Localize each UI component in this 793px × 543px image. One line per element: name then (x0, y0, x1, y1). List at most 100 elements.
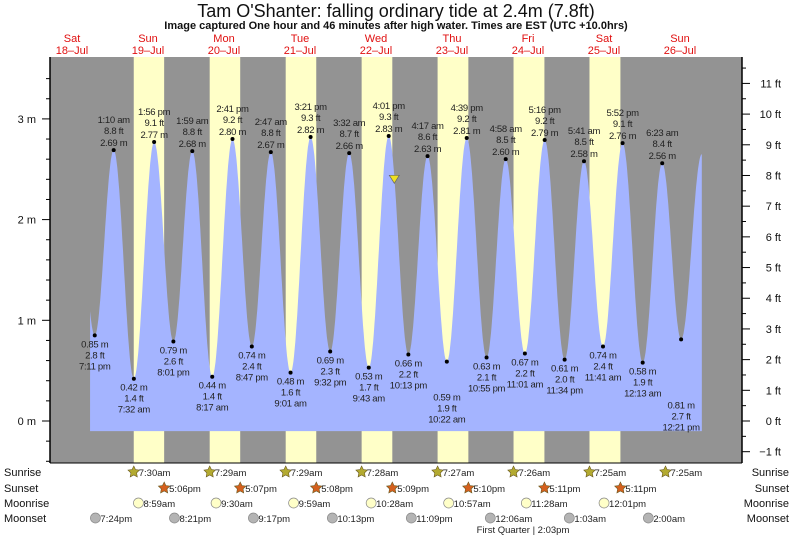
row-label-sunrise: Sunrise (4, 467, 41, 479)
low-tide-time: 11:01 am (507, 380, 544, 391)
sunrise-time: 7:28am (367, 468, 399, 479)
low-tide-time: 12:13 am (624, 389, 662, 400)
low-tide-time: 10:55 pm (468, 384, 506, 395)
high-tide-point (308, 135, 313, 140)
row-label-sunset-right: Sunset (755, 483, 789, 495)
left-tick-label: 1 m (18, 315, 36, 327)
low-tide-m: 0.53 m (355, 372, 383, 383)
low-tide-label: 0.53 m1.7 ft9:43 am (353, 372, 386, 405)
low-tide-ft: 2.8 ft (85, 350, 105, 361)
sunset-time: 5:08pm (321, 484, 353, 495)
low-tide-ft: 2.2 ft (515, 369, 535, 380)
high-tide-time: 5:52 pm (606, 108, 639, 119)
high-tide-time: 1:59 am (176, 116, 209, 127)
moonset-time: 9:17pm (258, 514, 290, 525)
sunrise-time: 7:29am (215, 468, 247, 479)
moonrise-time: 9:59am (299, 499, 331, 510)
low-tide-label: 0.69 m2.3 ft9:32 pm (314, 356, 347, 389)
low-tide-time: 9:32 pm (314, 378, 347, 389)
high-tide-point (503, 157, 508, 162)
low-tide-point (679, 337, 684, 342)
sunrise-icon (355, 465, 369, 478)
sunset-time: 5:09pm (397, 484, 429, 495)
right-tick-label: 7 ft (766, 201, 781, 213)
high-tide-m: 2.76 m (609, 131, 637, 142)
day-label-date: 26–Jul (664, 45, 696, 57)
right-tick-label: 11 ft (760, 78, 781, 90)
low-tide-ft: 2.3 ft (321, 367, 341, 378)
low-tide-m: 0.81 m (667, 401, 695, 412)
moonset-icon (405, 512, 417, 524)
low-tide-time: 8:01 pm (157, 367, 190, 378)
high-tide-time: 5:41 am (568, 126, 601, 137)
high-tide-label: 2:47 am8.8 ft2.67 m (255, 117, 288, 151)
chart-subtitle: Image captured One hour and 46 minutes a… (164, 20, 628, 32)
day-label-date: 20–Jul (208, 45, 240, 57)
high-tide-ft: 9.2 ft (535, 116, 555, 127)
sunrise-time: 7:25am (594, 468, 626, 479)
high-tide-point (347, 151, 352, 156)
low-tide-time: 8:47 pm (236, 372, 269, 383)
high-tide-point (111, 148, 116, 153)
moonrise-icon (288, 497, 299, 509)
low-tide-time: 9:01 am (274, 399, 307, 410)
high-tide-label: 5:41 am8.5 ft2.58 m (568, 126, 601, 160)
low-tide-ft: 1.9 ft (633, 378, 653, 389)
moonset-time: 8:21pm (179, 514, 211, 525)
high-tide-label: 1:59 am8.8 ft2.68 m (176, 116, 209, 150)
low-tide-point (640, 360, 645, 365)
high-tide-label: 3:32 am8.7 ft2.66 m (333, 118, 366, 152)
current-level-marker (388, 174, 400, 184)
right-tick-label: 1 ft (766, 385, 781, 397)
row-label-sunrise-right: Sunrise (752, 467, 789, 479)
low-tide-ft: 1.6 ft (281, 388, 301, 399)
high-tide-label: 4:01 pm9.3 ft2.83 m (373, 101, 406, 135)
row-label-sunset: Sunset (4, 483, 38, 495)
low-tide-point (366, 365, 371, 370)
high-tide-ft: 9.2 ft (223, 115, 243, 126)
low-tide-time: 12:21 pm (662, 423, 700, 434)
sunrise-icon (431, 465, 444, 478)
axes: 0 m 1 m 2 m 3 m −1 ft 0 ft 1 ft 2 ft 3 ft 4 ft 5 f… (18, 57, 781, 464)
low-tide-point (522, 351, 527, 356)
day-label-dow: Sun (138, 33, 158, 45)
moonset-time: 10:13pm (337, 514, 374, 525)
low-tide-ft: 2.2 ft (399, 370, 419, 381)
low-tide-m: 0.67 m (511, 358, 539, 369)
moonset-time: 7:24pm (100, 514, 132, 525)
low-tide-ft: 2.1 ft (477, 373, 497, 384)
low-tide-m: 0.74 m (589, 350, 617, 361)
high-tide-time: 3:32 am (333, 118, 366, 129)
right-tick-label: 8 ft (766, 170, 781, 182)
low-tide-ft: 2.0 ft (555, 375, 575, 386)
right-tick-label: 2 ft (766, 355, 781, 367)
day-labels: Sat18–JulSun19–JulMon20–JulTue21–JulWed2… (56, 33, 696, 57)
row-label-moonrise-right: Moonrise (744, 498, 789, 510)
day-label-date: 18–Jul (56, 45, 88, 57)
high-tide-time: 1:10 am (98, 115, 131, 126)
day-label-date: 19–Jul (132, 45, 164, 57)
moonrise-time: 10:57am (454, 499, 491, 510)
high-tide-label: 1:10 am8.8 ft2.69 m (98, 115, 131, 149)
high-tide-ft: 8.5 ft (496, 135, 516, 146)
high-tide-label: 1:56 pm9.1 ft2.77 m (138, 107, 171, 141)
low-tide-m: 0.58 m (629, 367, 657, 378)
low-tide-point (328, 349, 333, 354)
sunset-icon (385, 481, 399, 494)
moonset-time: 2:00am (653, 514, 685, 525)
low-tide-point (171, 339, 176, 344)
moonrise-time: 10:28am (376, 499, 413, 510)
high-tide-label: 4:58 am8.5 ft2.60 m (490, 124, 523, 158)
moon-phase-label: First Quarter | 2:03pm (477, 525, 570, 536)
sunrise-time: 7:26am (519, 468, 551, 479)
day-label-date: 21–Jul (284, 45, 316, 57)
low-tide-ft: 2.4 ft (593, 361, 613, 372)
high-tide-point (542, 138, 547, 143)
day-label-dow: Sat (64, 33, 81, 45)
moonrise-icon (210, 497, 222, 509)
low-tide-label: 0.74 m2.4 ft8:47 pm (236, 350, 269, 383)
